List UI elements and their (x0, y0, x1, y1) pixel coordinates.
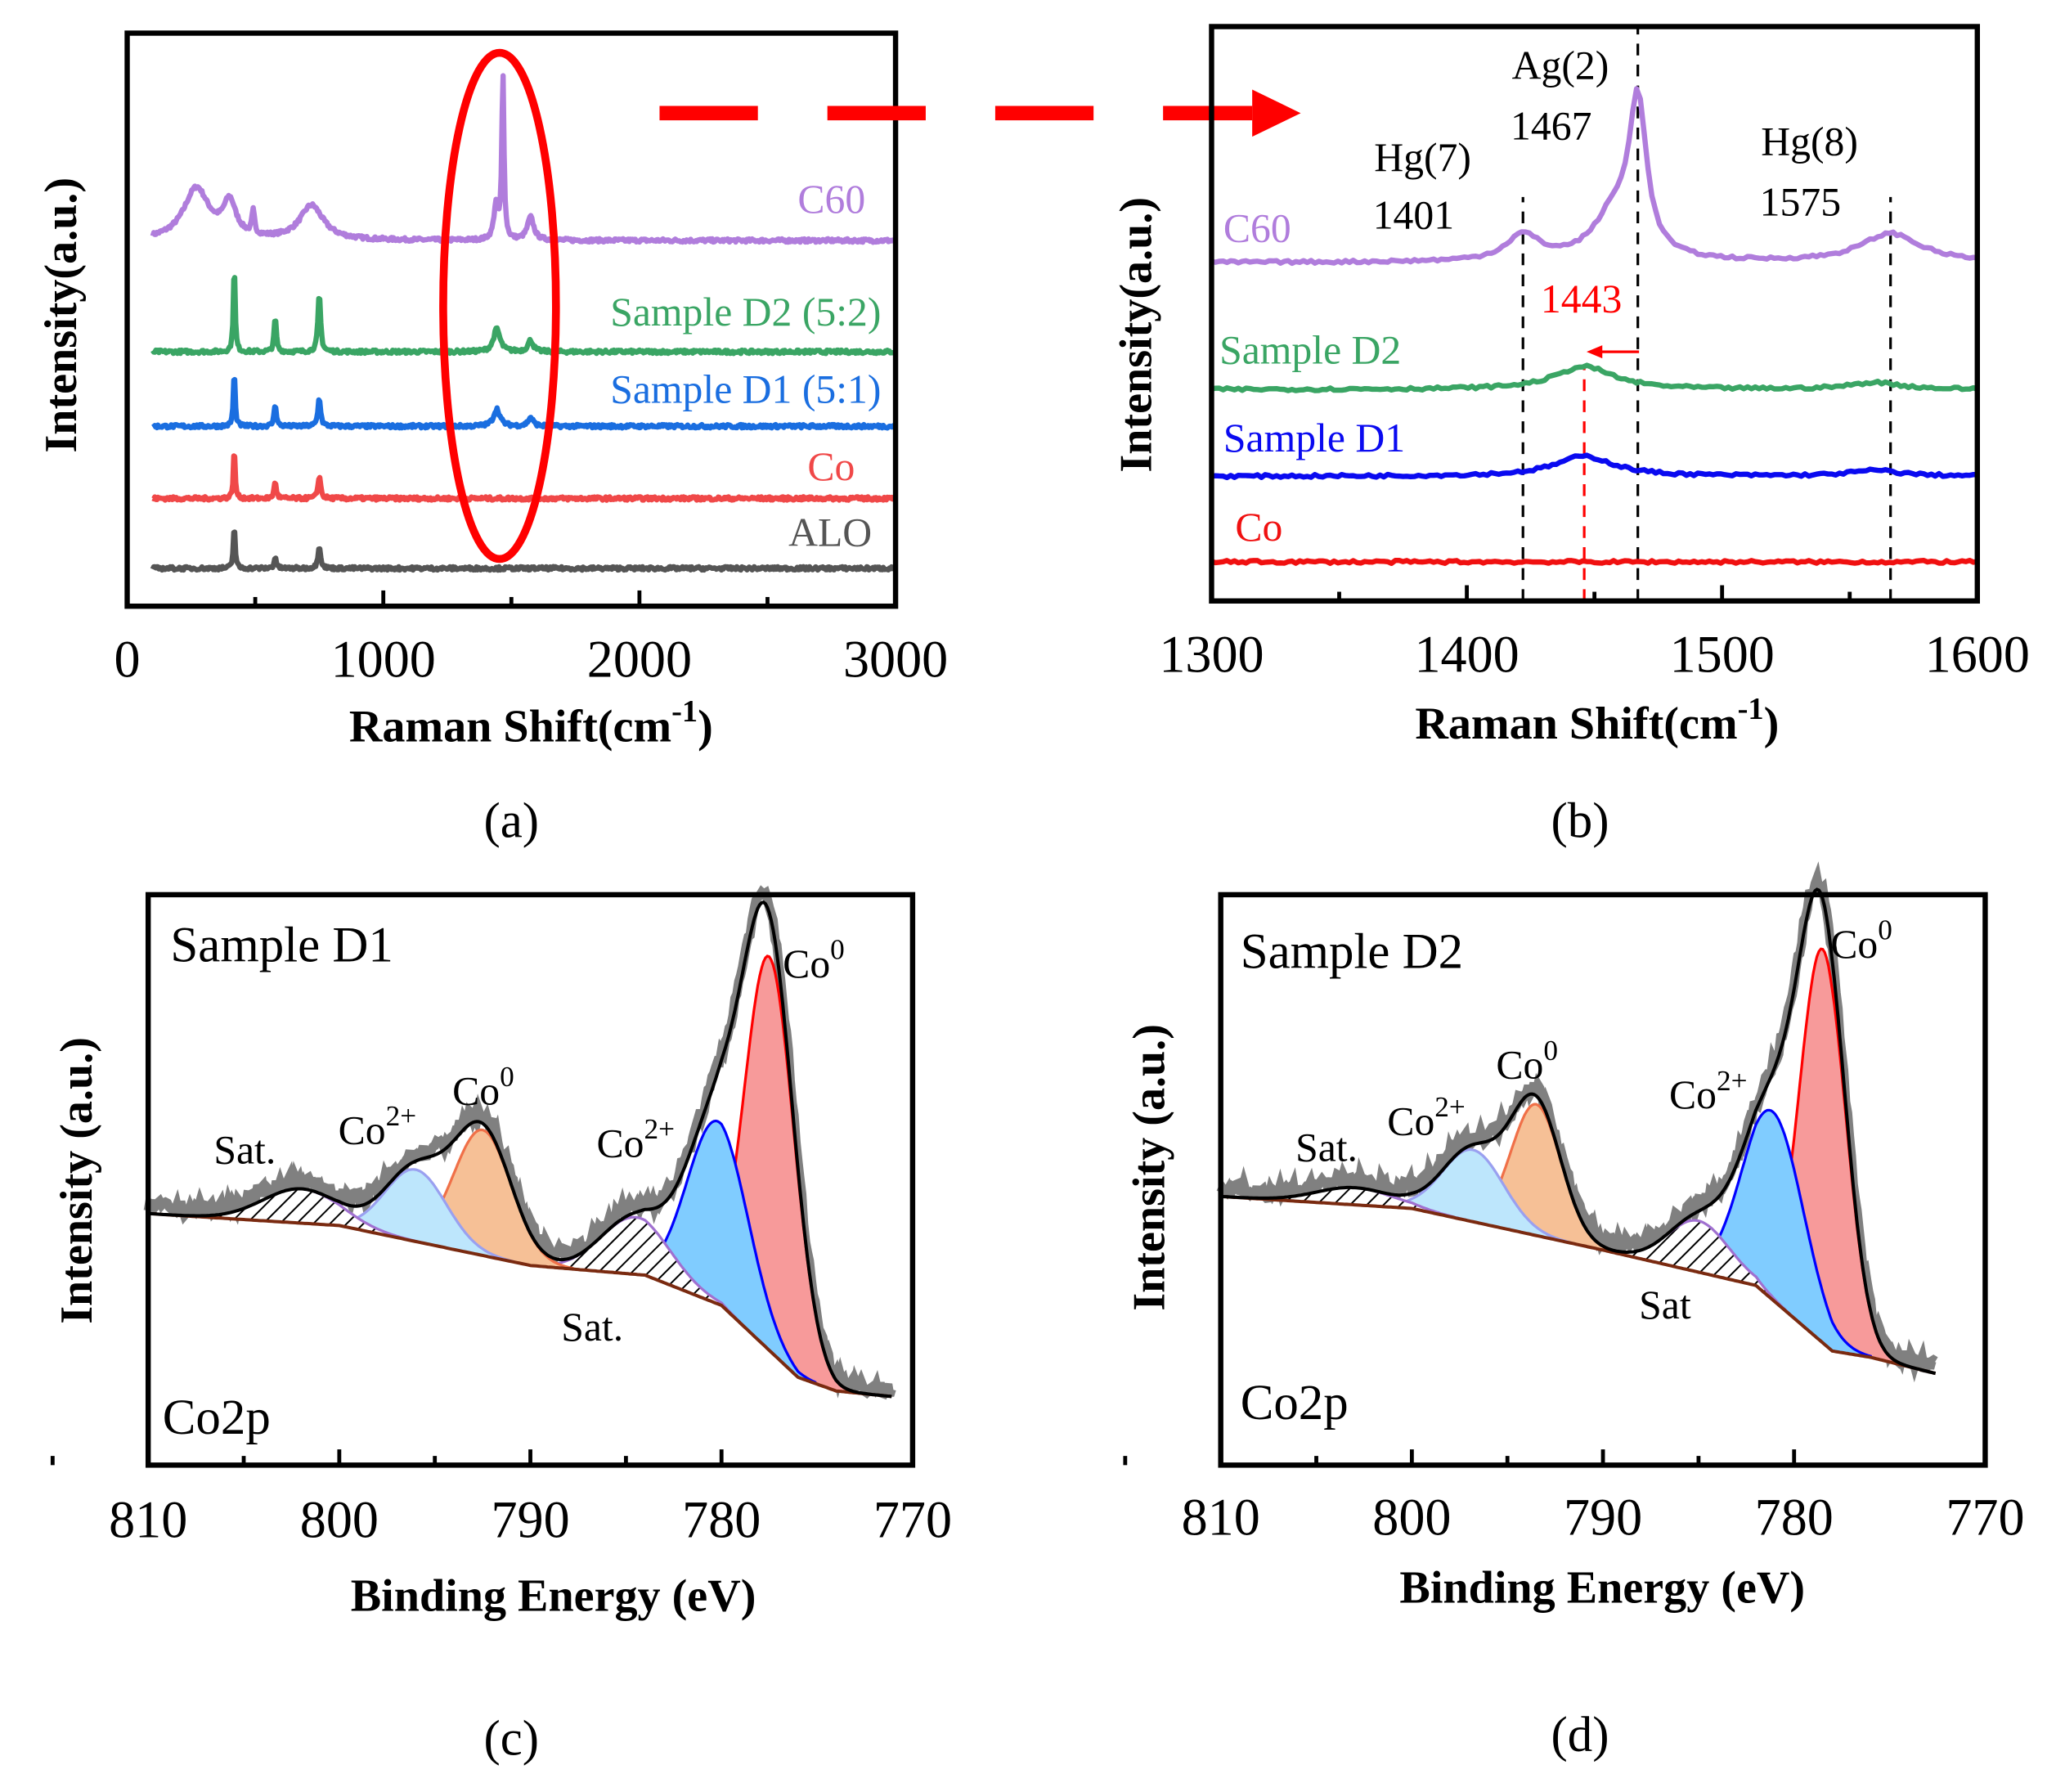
panel-a-ylabel: Intensity(a.u.) (36, 177, 87, 453)
series-line (150, 529, 897, 573)
panel-b-plot: C60 Sample D2 Sample D1 Co (1210, 26, 1979, 601)
x-tick-label: 2000 (587, 631, 692, 689)
shift-arrow-head-icon (1587, 345, 1603, 359)
peak-label-hg8: Hg(8) (1761, 119, 1858, 164)
peak-annotation: Co2+ (1669, 1065, 1748, 1117)
peak-annotation: Co0 (1496, 1035, 1558, 1087)
peak-annotation: Sat. (213, 1128, 276, 1173)
series-line (1211, 452, 1977, 481)
panel-a-raman-full: C60 Sample D2 (5:2) Sample D1 (5:1) Co ALO 0… (36, 30, 1301, 848)
x-tick-label: 790 (491, 1491, 569, 1549)
panel-a-xlabel: Raman Shift(cm-1) (349, 694, 713, 752)
series-label: Sample D2 (5:2) (610, 290, 881, 335)
highlight-ellipse (439, 48, 560, 564)
x-tick-label: 770 (873, 1491, 952, 1549)
peak-annotation: Sat (1639, 1282, 1691, 1327)
peak-annotation: Co0 (1830, 914, 1892, 966)
peak-annotation: Co2+ (1387, 1091, 1466, 1143)
panel-a-plot: C60 Sample D2 (5:2) Sample D1 (5:1) Co ALO (150, 73, 899, 573)
x-tick-label: 810 (1182, 1488, 1260, 1546)
panel-c-plot (143, 885, 896, 1400)
peak-value-hg7: 1401 (1373, 192, 1454, 237)
x-tick-label: 800 (1372, 1488, 1451, 1546)
background-line (1220, 1194, 1937, 1376)
x-tick-label: 1500 (1670, 625, 1775, 683)
series-line (150, 275, 898, 357)
series-label: Sample D2 (1219, 328, 1401, 373)
background-line (148, 1211, 892, 1399)
panel-c-xps-d1: 810 800 790 780 770 Intensity (a.u.) Binding… (50, 885, 952, 1767)
panel-b-label: (b) (1551, 793, 1609, 848)
panel-d-xps-d2: 810 800 790 780 770 Intensity (a.u.) Binding… (1123, 861, 2025, 1763)
x-tick-label: 1400 (1414, 625, 1519, 683)
panel-c-title: Sample D1 (170, 918, 393, 973)
panel-c-subtitle: Co2p (163, 1390, 271, 1445)
raw-data-line (1216, 861, 1938, 1383)
peak-annotation: Sat. (561, 1305, 623, 1350)
x-tick-label: 790 (1564, 1488, 1642, 1546)
panel-d-title: Sample D2 (1241, 925, 1463, 980)
peak-label-ag2: Ag(2) (1512, 43, 1609, 88)
panel-d-plot (1216, 861, 1938, 1383)
panel-c-xlabel: Binding Energy (eV) (351, 1570, 756, 1621)
x-tick-label: 780 (682, 1491, 761, 1549)
panel-d-label: (d) (1551, 1708, 1609, 1763)
x-tick-label: 0 (114, 631, 140, 689)
panel-b-xlabel: Raman Shift(cm-1) (1415, 692, 1779, 749)
series-label: ALO (788, 510, 872, 555)
x-tick-label: 1000 (331, 631, 436, 689)
x-tick-label: 3000 (843, 631, 948, 689)
arrow-head-icon (1252, 89, 1301, 137)
x-tick-label: 800 (300, 1491, 379, 1549)
peak-annotation: Co0 (452, 1061, 514, 1113)
panel-b-raman-zoom: C60 Sample D2 Sample D1 Co 1300 1400 1500 1600… (1111, 24, 2030, 848)
series-line (1210, 362, 1979, 393)
series-label: Co (1235, 505, 1282, 550)
panel-c-label: (c) (483, 1712, 539, 1767)
series-label: C60 (1223, 205, 1291, 250)
panel-d-ylabel: Intensity (a.u.) (1125, 1024, 1175, 1311)
x-tick-label: 1600 (1925, 625, 2030, 683)
x-tick-label: 810 (109, 1491, 187, 1549)
x-tick-label: 770 (1946, 1488, 2024, 1546)
panel-b-ylabel: Intensity(a.u.) (1111, 197, 1162, 473)
series-label: Sample D1 (5:1) (610, 367, 881, 412)
peak-value-hg8: 1575 (1760, 179, 1841, 224)
series-label: Co (807, 444, 855, 489)
panel-a-label: (a) (483, 793, 539, 848)
peak-label-hg7: Hg(7) (1374, 135, 1471, 180)
peak-value-ag2: 1467 (1511, 103, 1591, 148)
panel-d-subtitle: Co2p (1241, 1376, 1349, 1430)
peak-annotation: Co0 (783, 933, 845, 986)
series-line (150, 453, 899, 503)
envelope-fit-line (1220, 887, 1937, 1376)
peak-annotation: Co2+ (597, 1113, 676, 1165)
series-label: C60 (797, 177, 865, 222)
x-tick-label: 1300 (1159, 625, 1264, 683)
shift-label: 1443 (1541, 276, 1622, 321)
series-line (1210, 86, 1978, 267)
peak-annotation: Sat. (1295, 1125, 1358, 1170)
peak-annotation: Co2+ (339, 1100, 417, 1152)
x-tick-label: 780 (1755, 1488, 1834, 1546)
panel-c-ylabel: Intensity (a.u.) (52, 1037, 102, 1324)
series-line (150, 376, 898, 431)
series-line (1210, 558, 1978, 566)
series-label: Sample D1 (1223, 415, 1405, 460)
envelope-fit-line (148, 900, 892, 1399)
panel-d-xlabel: Binding Energy (eV) (1399, 1563, 1805, 1614)
series-line (150, 73, 898, 245)
